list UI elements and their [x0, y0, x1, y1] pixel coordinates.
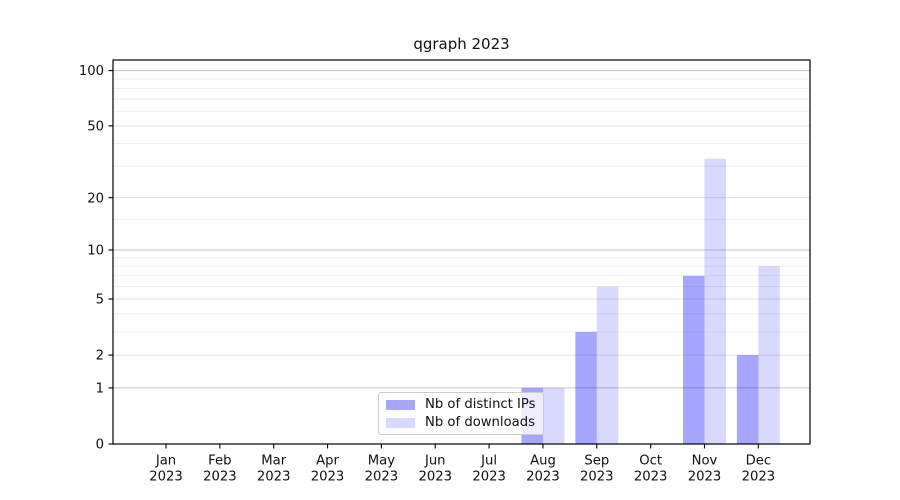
bar-downloads-sep	[596, 286, 619, 444]
x-tick-label-year-sep: 2023	[580, 470, 614, 485]
axes-frame	[112, 59, 811, 445]
bar-distinct-ips-nov	[683, 275, 705, 444]
x-tick-label-month-mar: Mar	[261, 454, 286, 469]
x-tick-label-year-feb: 2023	[203, 470, 237, 485]
y-tick-label-100: 100	[79, 64, 104, 79]
x-tick-label-year-jul: 2023	[472, 470, 506, 485]
x-tick-label-year-apr: 2023	[311, 470, 345, 485]
x-tick-label-year-nov: 2023	[688, 470, 722, 485]
y-tick-label-0: 0	[96, 438, 104, 453]
y-tick-label-10: 10	[87, 244, 104, 259]
bar-downloads-nov	[704, 158, 726, 444]
y-tick-label-2: 2	[96, 349, 104, 364]
y-tick-label-5: 5	[96, 293, 104, 308]
chart-title: qgraph 2023	[413, 35, 510, 53]
x-tick-label-month-may: May	[368, 454, 395, 469]
legend: Nb of distinct IPs Nb of downloads	[378, 392, 544, 435]
x-tick-label-month-feb: Feb	[208, 454, 231, 469]
y-tick-label-20: 20	[87, 191, 104, 206]
x-tick-label-year-aug: 2023	[526, 470, 560, 485]
bar-distinct-ips-dec	[736, 355, 759, 444]
x-tick-label-month-nov: Nov	[692, 454, 718, 469]
x-tick-label-month-oct: Oct	[639, 454, 662, 469]
y-tick-label-50: 50	[87, 119, 104, 134]
x-tick-label-month-aug: Aug	[530, 454, 556, 469]
legend-label-distinct-ips: Nb of distinct IPs	[425, 396, 536, 412]
bar-downloads-dec	[758, 266, 780, 444]
x-tick-label-year-jun: 2023	[418, 470, 452, 485]
legend-swatch-distinct-ips	[386, 399, 415, 410]
legend-item-downloads: Nb of downloads	[386, 415, 543, 430]
x-tick-label-month-dec: Dec	[746, 454, 772, 469]
x-tick-label-month-jul: Jul	[480, 454, 497, 469]
x-tick-label-year-jan: 2023	[149, 470, 183, 485]
x-tick-label-month-apr: Apr	[316, 454, 339, 469]
x-tick-label-year-oct: 2023	[634, 470, 668, 485]
x-tick-label-year-dec: 2023	[742, 470, 776, 485]
x-tick-label-month-jun: Jun	[424, 454, 446, 469]
bar-downloads-aug	[542, 387, 565, 444]
legend-label-downloads: Nb of downloads	[425, 414, 535, 430]
x-tick-label-month-sep: Sep	[584, 454, 609, 469]
x-tick-label-year-may: 2023	[365, 470, 399, 485]
legend-item-distinct-ips: Nb of distinct IPs	[386, 397, 543, 412]
legend-swatch-downloads	[386, 417, 415, 428]
y-tick-label-1: 1	[96, 382, 104, 397]
x-tick-label-year-mar: 2023	[257, 470, 291, 485]
bar-distinct-ips-sep	[575, 331, 597, 444]
x-tick-label-month-jan: Jan	[155, 454, 176, 469]
